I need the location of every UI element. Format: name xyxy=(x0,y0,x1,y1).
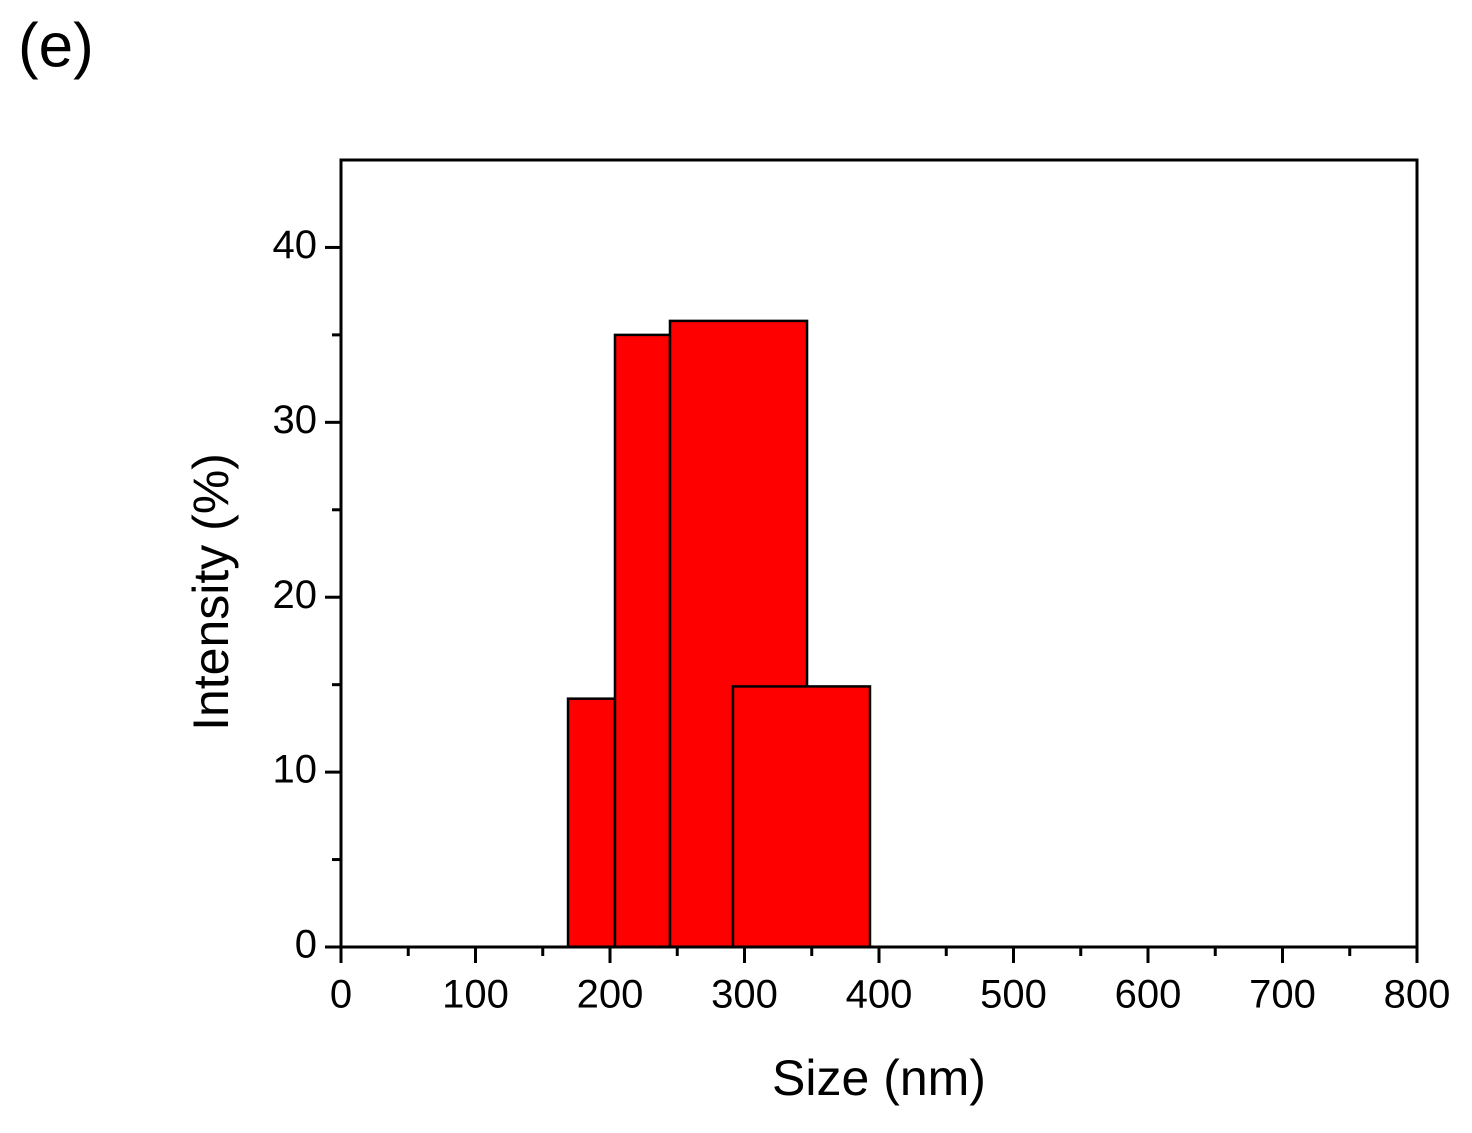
y-tick-label: 0 xyxy=(295,923,317,967)
y-tick-label: 20 xyxy=(273,573,318,617)
bar xyxy=(613,333,672,949)
x-tick-label: 500 xyxy=(980,973,1047,1017)
x-tick-label: 700 xyxy=(1249,973,1316,1017)
x-tick-label: 200 xyxy=(577,973,644,1017)
x-tick-label: 400 xyxy=(846,973,913,1017)
x-tick-label: 100 xyxy=(442,973,509,1017)
x-tick-label: 600 xyxy=(1115,973,1182,1017)
bar xyxy=(566,697,617,949)
y-tick-label: 10 xyxy=(273,748,318,792)
plot-frame xyxy=(339,158,1419,949)
x-tick-label: 300 xyxy=(711,973,778,1017)
y-tick-label: 30 xyxy=(273,398,318,442)
x-tick-label: 0 xyxy=(330,973,352,1017)
panel-label: (e) xyxy=(18,11,94,80)
y-axis-title: Intensity (%) xyxy=(183,453,239,731)
x-axis-title: Size (nm) xyxy=(772,1050,986,1106)
y-tick-label: 40 xyxy=(273,223,318,267)
bar xyxy=(731,685,872,949)
x-tick-label: 800 xyxy=(1384,973,1451,1017)
